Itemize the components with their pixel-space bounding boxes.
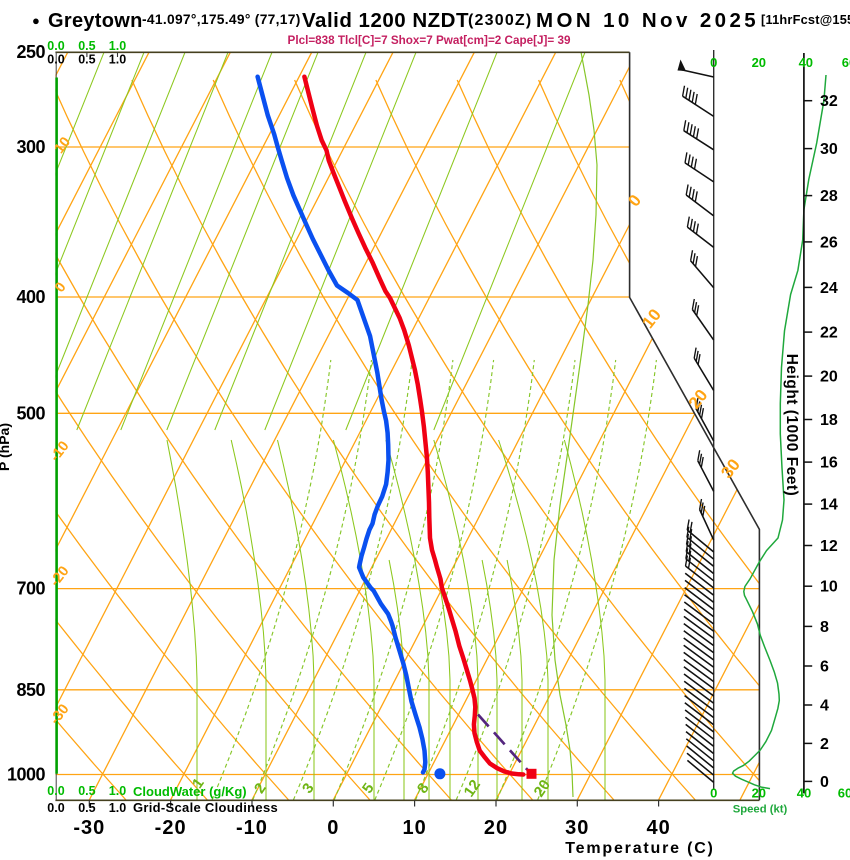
svg-text:1000: 1000 [7, 765, 46, 785]
svg-text:0.0: 0.0 [47, 784, 64, 798]
svg-text:10: 10 [820, 579, 838, 596]
svg-text:-41.097°,175.49° (77,17): -41.097°,175.49° (77,17) [142, 12, 301, 27]
svg-text:4: 4 [820, 697, 829, 714]
svg-text:10: 10 [403, 817, 427, 839]
svg-text:26: 26 [820, 234, 838, 251]
svg-text:60: 60 [842, 55, 850, 70]
svg-text:0.5: 0.5 [78, 53, 95, 67]
svg-text:28: 28 [820, 188, 838, 205]
svg-text:20: 20 [752, 55, 766, 70]
svg-text:300: 300 [16, 137, 45, 157]
svg-text:60: 60 [838, 786, 850, 801]
svg-text:0.0: 0.0 [47, 53, 64, 67]
svg-text:500: 500 [16, 403, 45, 423]
svg-text:10: 10 [52, 134, 75, 157]
svg-text:Height (1000 Feet): Height (1000 Feet) [783, 354, 800, 497]
svg-text:(2300Z): (2300Z) [468, 12, 532, 29]
svg-text:8: 8 [820, 619, 829, 636]
svg-text:-20: -20 [155, 817, 187, 839]
svg-text:0.0: 0.0 [47, 801, 64, 815]
svg-text:400: 400 [16, 287, 45, 307]
svg-text:14: 14 [820, 497, 838, 514]
svg-text:0: 0 [710, 786, 717, 801]
svg-text:0: 0 [327, 817, 339, 839]
svg-text:30: 30 [820, 141, 838, 158]
svg-text:0.5: 0.5 [78, 39, 95, 53]
svg-text:24: 24 [820, 280, 838, 297]
svg-text:P (hPa): P (hPa) [0, 423, 12, 471]
svg-text:Valid 1200 NZDT: Valid 1200 NZDT [302, 9, 469, 32]
svg-text:20: 20 [484, 817, 508, 839]
svg-text:12: 12 [461, 777, 484, 800]
svg-text:-30: -30 [73, 817, 105, 839]
svg-text:1.0: 1.0 [109, 53, 126, 67]
svg-text:20: 20 [820, 369, 838, 386]
svg-text:0: 0 [820, 774, 829, 791]
svg-text:6: 6 [820, 658, 829, 675]
svg-text:Grid-Scale Cloudiness: Grid-Scale Cloudiness [133, 800, 278, 815]
svg-text:20: 20 [531, 777, 554, 800]
svg-text:18: 18 [820, 412, 838, 429]
svg-text:[11hrFcst@1557z]: [11hrFcst@1557z] [761, 12, 850, 27]
svg-text:16: 16 [820, 455, 838, 472]
svg-text:0.0: 0.0 [47, 39, 64, 53]
svg-text:CloudWater (g/Kg): CloudWater (g/Kg) [133, 784, 247, 799]
svg-text:Greytown: Greytown [48, 10, 143, 32]
svg-text:0.5: 0.5 [78, 801, 95, 815]
svg-text:40: 40 [799, 55, 813, 70]
svg-text:0.5: 0.5 [78, 784, 95, 798]
svg-text:1.0: 1.0 [109, 39, 126, 53]
svg-text:MON 10 Nov 2025: MON 10 Nov 2025 [536, 9, 759, 32]
svg-text:250: 250 [16, 42, 45, 62]
svg-text:2: 2 [820, 736, 829, 753]
svg-text:0: 0 [710, 55, 717, 70]
svg-text:850: 850 [16, 680, 45, 700]
svg-text:40: 40 [646, 817, 670, 839]
svg-text:1.0: 1.0 [109, 784, 126, 798]
svg-text:12: 12 [820, 538, 838, 555]
svg-text:●: ● [32, 13, 40, 28]
svg-text:1.0: 1.0 [109, 801, 126, 815]
svg-text:-10: -10 [236, 817, 268, 839]
svg-text:Temperature (C): Temperature (C) [565, 840, 714, 857]
svg-text:32: 32 [820, 93, 838, 110]
svg-text:20: 20 [752, 786, 766, 801]
svg-text:Plcl=838 Tlcl[C]=7 Shox=7 Pwat: Plcl=838 Tlcl[C]=7 Shox=7 Pwat[cm]=2 Cap… [288, 34, 571, 47]
svg-text:30: 30 [565, 817, 589, 839]
svg-text:700: 700 [16, 579, 45, 599]
svg-text:22: 22 [820, 325, 838, 342]
svg-text:40: 40 [797, 786, 811, 801]
svg-text:Speed (kt): Speed (kt) [733, 804, 788, 816]
